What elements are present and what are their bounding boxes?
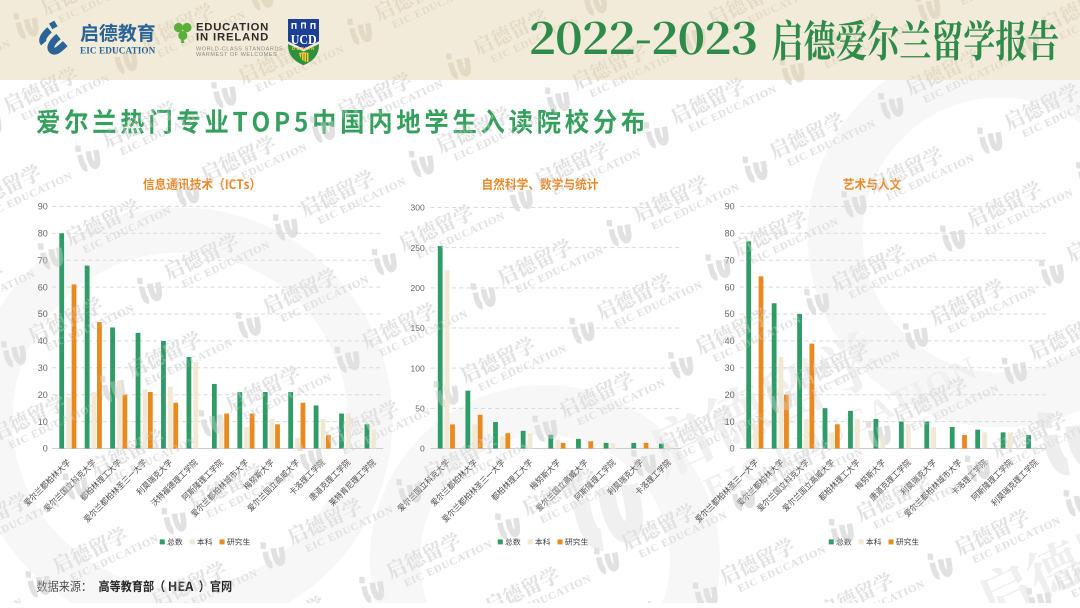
svg-text:EIC EDUCATION: EIC EDUCATION <box>80 45 156 55</box>
svg-text:EDUCATION: EDUCATION <box>196 22 269 34</box>
svg-text:WARMEST OF WELCOMES: WARMEST OF WELCOMES <box>196 52 277 58</box>
svg-text:UCD: UCD <box>291 33 317 48</box>
svg-text:DUBLIN: DUBLIN <box>292 46 315 51</box>
svg-text:IN IRELAND: IN IRELAND <box>196 32 269 44</box>
svg-text:WORLD-CLASS STANDARDS: WORLD-CLASS STANDARDS <box>196 47 283 53</box>
